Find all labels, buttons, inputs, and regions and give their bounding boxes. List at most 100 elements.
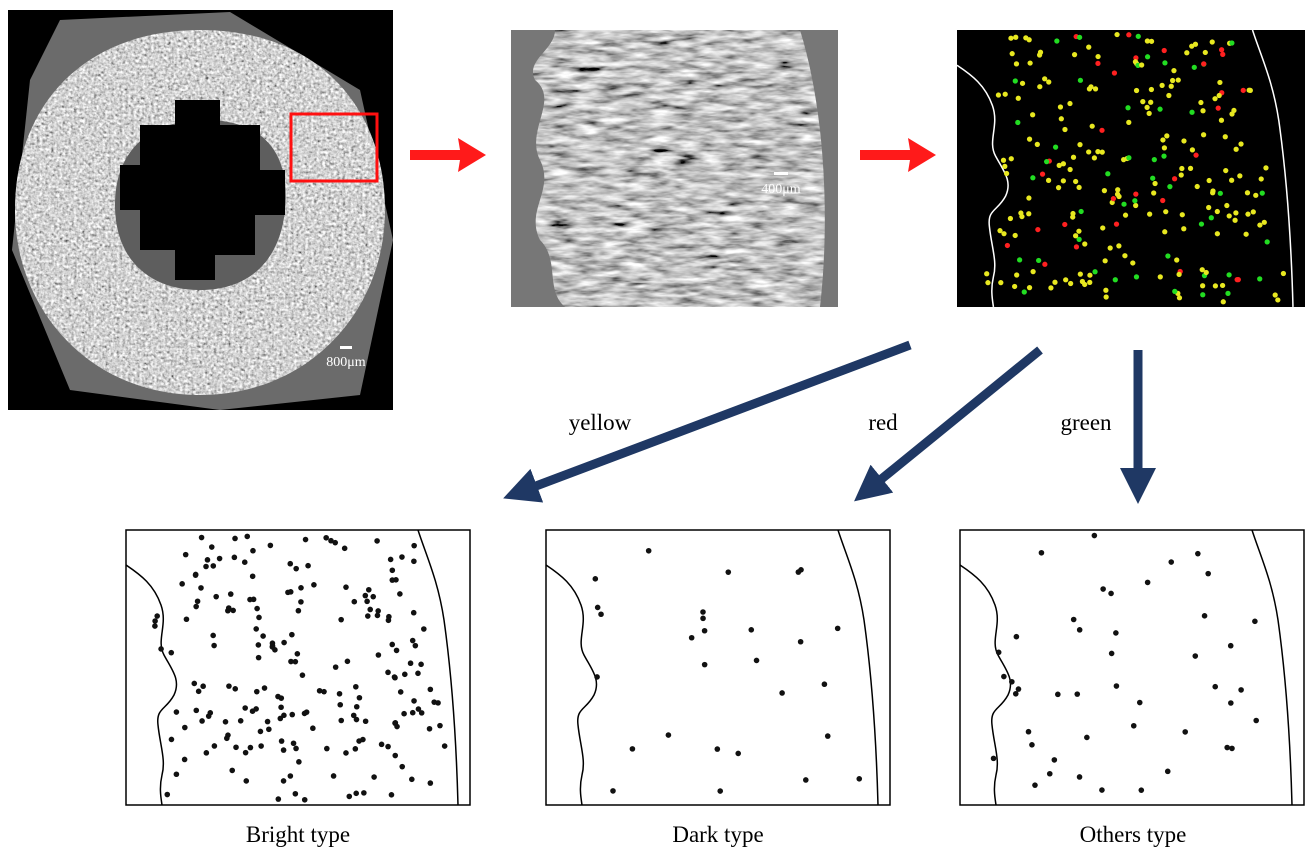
dot: [1260, 190, 1265, 195]
dot: [1160, 198, 1165, 203]
dot: [223, 719, 229, 725]
dot: [1063, 277, 1068, 282]
dot: [715, 746, 721, 752]
dot: [1215, 231, 1220, 236]
dot: [1200, 108, 1205, 113]
dot: [1162, 229, 1167, 234]
dot: [779, 690, 785, 696]
dot: [1058, 104, 1063, 109]
dot: [1241, 88, 1246, 93]
dot: [1095, 149, 1100, 154]
dot: [1122, 253, 1127, 258]
dot: [1236, 277, 1241, 282]
dot: [266, 726, 272, 732]
dot: [666, 732, 672, 738]
panel-frame: [960, 530, 1304, 805]
dot: [324, 746, 330, 752]
dot: [250, 548, 256, 554]
dot: [1115, 187, 1120, 192]
dot: [1087, 273, 1092, 278]
dot: [296, 759, 302, 765]
dot: [825, 733, 831, 739]
dot: [798, 639, 804, 645]
dot: [1220, 283, 1225, 288]
dot: [200, 683, 206, 689]
dot: [1172, 176, 1177, 181]
dot: [342, 546, 348, 552]
dot: [1210, 39, 1215, 44]
dot: [337, 702, 343, 708]
dot: [1114, 222, 1119, 227]
dot: [288, 773, 294, 779]
dot: [1223, 134, 1228, 139]
dot: [1008, 36, 1013, 41]
dot: [442, 743, 448, 749]
dot: [1116, 194, 1121, 199]
dot: [343, 750, 349, 756]
dot: [182, 757, 188, 763]
dot: [152, 618, 158, 624]
dot: [997, 228, 1002, 233]
arrow-label: green: [1060, 410, 1112, 435]
dot: [594, 674, 600, 680]
dot: [1171, 68, 1176, 73]
dot: [343, 584, 349, 590]
dot: [1054, 38, 1059, 43]
dot: [419, 710, 425, 716]
dot: [1093, 86, 1098, 91]
dot: [376, 652, 382, 658]
dot: [998, 280, 1003, 285]
dot: [345, 659, 351, 665]
dot: [346, 794, 352, 800]
dot: [1026, 195, 1031, 200]
dot: [1014, 61, 1019, 66]
dot: [289, 712, 295, 718]
panel-frame: [546, 530, 890, 805]
dot: [1074, 691, 1080, 697]
dot: [1165, 253, 1170, 258]
dot: [1224, 745, 1230, 751]
dot: [1145, 580, 1151, 586]
dot: [1004, 171, 1009, 176]
dot: [209, 544, 215, 550]
dot: [1150, 176, 1155, 181]
dot: [169, 737, 175, 743]
dot: [1177, 295, 1182, 300]
dot: [168, 650, 174, 656]
dot: [1216, 106, 1221, 111]
dot: [1027, 37, 1032, 42]
dot: [1202, 613, 1208, 619]
dot: [374, 538, 380, 544]
dot: [1032, 782, 1038, 788]
dot: [1229, 178, 1234, 183]
dot: [1012, 284, 1017, 289]
dot: [1147, 111, 1152, 116]
dot: [1209, 215, 1214, 220]
dot: [1112, 70, 1117, 75]
dot: [213, 594, 219, 600]
dot: [411, 558, 417, 564]
dot: [1227, 213, 1232, 218]
dot: [363, 593, 369, 599]
dot: [204, 750, 210, 756]
dot: [371, 774, 377, 780]
dot: [1055, 692, 1061, 698]
dot: [174, 771, 180, 777]
dot: [1052, 757, 1058, 763]
dot: [1200, 292, 1205, 297]
dot: [1008, 216, 1013, 221]
dot: [593, 576, 599, 582]
dot: [822, 681, 828, 687]
dot: [985, 280, 990, 285]
caption: Dark type: [672, 822, 763, 847]
dot: [1059, 116, 1064, 121]
dot: [1039, 550, 1045, 556]
dot: [1238, 141, 1243, 146]
dot: [1046, 178, 1051, 183]
dot: [1029, 742, 1035, 748]
dot: [260, 633, 266, 639]
dot: [1086, 149, 1091, 154]
dot: [250, 708, 256, 714]
dot: [357, 695, 363, 701]
dot: [242, 705, 248, 711]
